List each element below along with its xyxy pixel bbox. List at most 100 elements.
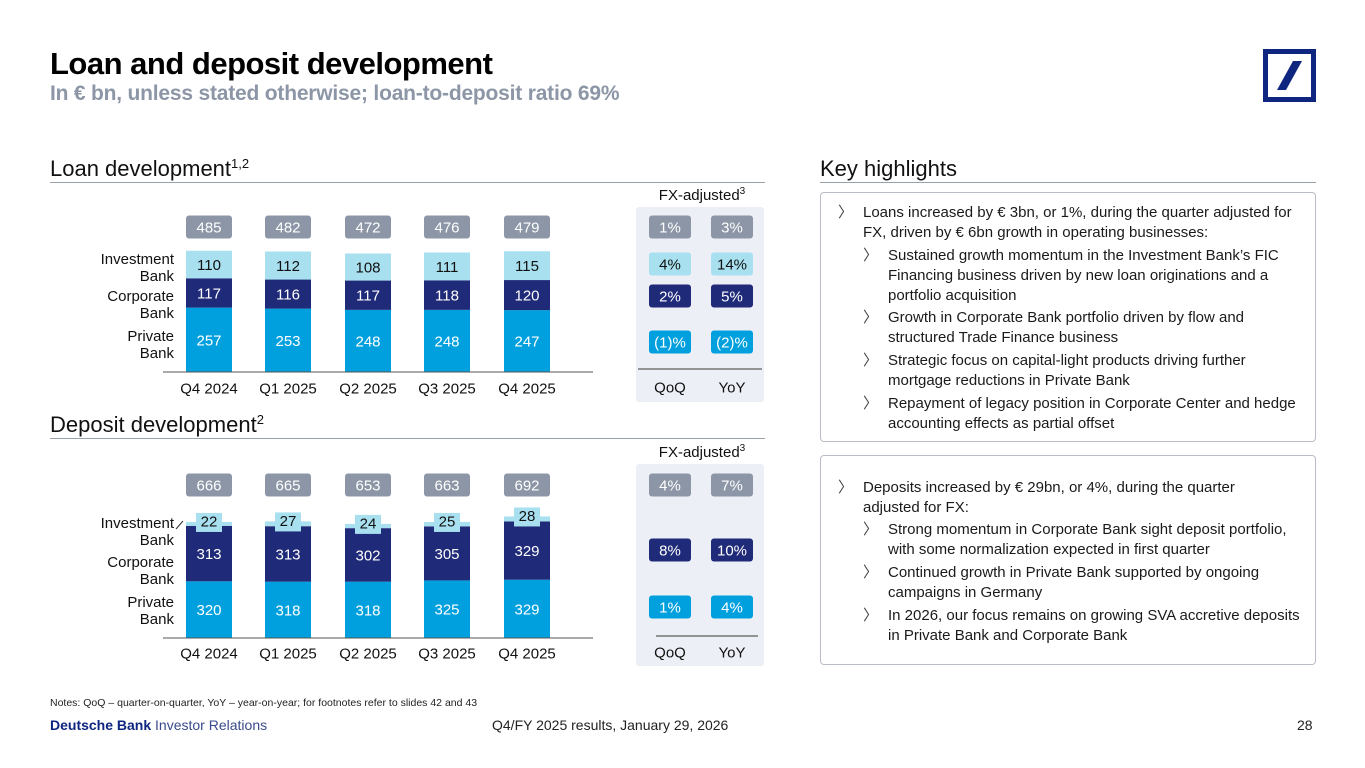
deposit-bar-corporate bbox=[186, 525, 232, 582]
loan-footnote-ref: 1,2 bbox=[231, 156, 250, 171]
deposit-value-private: 320 bbox=[196, 602, 221, 619]
loan-fx-column-yoy: YoY bbox=[719, 380, 746, 397]
loan-total-badge-label: 472 bbox=[355, 220, 380, 237]
deposit-label-private-text: Private Bank bbox=[127, 594, 174, 628]
deposit-value-corporate: 329 bbox=[514, 543, 539, 560]
deutsche-bank-logo-icon bbox=[1263, 49, 1316, 102]
loan-fx-total-yoy-label: 3% bbox=[721, 220, 743, 237]
loan-fx-corporate-qoq-label: 2% bbox=[659, 289, 681, 306]
chevron-right-icon: 〉 bbox=[863, 247, 879, 264]
deposit-total-badge-label: 692 bbox=[514, 478, 539, 495]
loan-bar-private bbox=[424, 309, 470, 372]
deposit-total-badge-label: 663 bbox=[434, 478, 459, 495]
loan-fx-investment-qoq-label: 4% bbox=[659, 257, 681, 274]
deposit-total-badge bbox=[186, 473, 232, 497]
loan-fx-total-yoy bbox=[711, 215, 753, 239]
deposit-total-badge bbox=[504, 473, 550, 497]
loan-label-corporate-bank: Corporate Bank bbox=[74, 288, 174, 322]
deposit-fx-panel bbox=[636, 464, 764, 666]
deposits-highlight-sub-1: Strong momentum in Corporate Bank sight … bbox=[888, 521, 1287, 558]
chevron-right-icon: 〉 bbox=[863, 309, 879, 326]
loan-bar-private bbox=[186, 307, 232, 372]
loan-bar-private bbox=[504, 310, 550, 372]
loan-bar-private bbox=[265, 308, 311, 372]
chevron-right-icon: 〉 bbox=[863, 607, 879, 624]
loan-fx-corporate-yoy bbox=[711, 284, 753, 308]
loan-total-badge-label: 485 bbox=[196, 220, 221, 237]
deposit-label-corporate-text: Corporate Bank bbox=[107, 554, 174, 588]
deposit-label-investment-bank: Investment Bank bbox=[74, 515, 174, 549]
deposit-value-private: 329 bbox=[514, 601, 539, 618]
deposit-fx-private-yoy bbox=[711, 595, 753, 619]
highlights-rule bbox=[820, 182, 1316, 183]
deposit-value-investment: 22 bbox=[201, 513, 218, 530]
loan-bar-investment bbox=[345, 253, 391, 281]
deposit-section-title: Deposit development2 bbox=[50, 412, 264, 438]
loan-value-corporate: 118 bbox=[435, 288, 459, 305]
footnotes: Notes: QoQ – quarter-on-quarter, YoY – y… bbox=[50, 697, 478, 709]
deposits-highlight-sub-3: In 2026, our focus remains on growing SV… bbox=[888, 607, 1300, 644]
loan-value-corporate: 117 bbox=[356, 288, 380, 305]
loan-total-badge bbox=[424, 215, 470, 239]
deposit-fx-corporate-qoq-label: 8% bbox=[659, 543, 681, 560]
footer-brand: Deutsche Bank Investor Relations bbox=[50, 717, 267, 733]
deposit-fx-column-yoy: YoY bbox=[719, 645, 746, 662]
loan-fx-private-yoy-label: (2)% bbox=[716, 335, 748, 352]
deposit-fx-label-text: FX-adjusted bbox=[658, 444, 740, 461]
loan-value-investment: 111 bbox=[436, 259, 459, 276]
loans-highlight-box: 〉 Loans increased by € 3bn, or 1%, durin… bbox=[820, 192, 1316, 442]
deposits-highlight-main: Deposits increased by € 29bn, or 4%, dur… bbox=[863, 479, 1235, 516]
loan-value-private: 247 bbox=[514, 334, 539, 351]
loan-total-badge-label: 482 bbox=[275, 220, 300, 237]
deposit-ib-leader-line bbox=[175, 520, 184, 530]
deposit-fx-corporate-yoy-label: 10% bbox=[717, 543, 747, 560]
deposit-value-investment: 25 bbox=[439, 513, 456, 530]
loan-category-label: Q2 2025 bbox=[339, 381, 397, 398]
footer-event: Q4/FY 2025 results, January 29, 2026 bbox=[492, 717, 729, 733]
loan-fx-footnote: 3 bbox=[739, 186, 746, 197]
loan-label-corporate-text: Corporate Bank bbox=[107, 288, 174, 322]
deposit-category-label: Q4 2025 bbox=[498, 646, 556, 663]
deposit-bar-private bbox=[265, 581, 311, 638]
deposit-value-investment: 24 bbox=[360, 515, 377, 532]
deposit-value-investment: 27 bbox=[280, 513, 297, 530]
deposit-value-corporate: 313 bbox=[275, 546, 300, 563]
deposit-category-label: Q1 2025 bbox=[259, 646, 317, 663]
loan-bar-investment bbox=[504, 251, 550, 281]
loan-bar-investment bbox=[424, 252, 470, 281]
deposit-ib-label-box bbox=[514, 507, 540, 527]
chevron-right-icon: 〉 bbox=[863, 395, 879, 412]
chevron-right-icon: 〉 bbox=[863, 352, 879, 369]
loan-fx-investment-yoy bbox=[711, 252, 753, 276]
loan-fx-private-qoq bbox=[649, 330, 691, 354]
loan-section-rule bbox=[50, 182, 765, 183]
loan-fx-investment-yoy-label: 14% bbox=[717, 257, 747, 274]
footer-brand-name: Deutsche Bank bbox=[50, 717, 152, 733]
loan-label-investment-text: Investment Bank bbox=[100, 251, 174, 285]
deposit-value-corporate: 313 bbox=[196, 546, 221, 563]
deposit-fx-private-yoy-label: 4% bbox=[721, 600, 743, 617]
loan-total-badge-label: 476 bbox=[434, 220, 459, 237]
page-subtitle: In € bn, unless stated otherwise; loan-t… bbox=[50, 82, 620, 105]
loan-value-corporate: 116 bbox=[276, 287, 300, 304]
deposit-fx-private-qoq-label: 1% bbox=[659, 600, 681, 617]
loan-fx-label-text: FX-adjusted bbox=[658, 187, 740, 204]
deposit-fx-footnote: 3 bbox=[739, 443, 746, 454]
deposit-total-badge-label: 666 bbox=[196, 478, 221, 495]
loan-fx-corporate-yoy-label: 5% bbox=[721, 289, 743, 306]
deposit-total-badge bbox=[424, 473, 470, 497]
loan-section-title-text: Loan development bbox=[50, 156, 232, 181]
loan-fx-total-qoq bbox=[649, 215, 691, 239]
loan-value-private: 248 bbox=[434, 333, 459, 350]
deposit-footnote-ref: 2 bbox=[256, 412, 264, 427]
deposit-ib-label-box bbox=[275, 512, 301, 532]
deposit-fx-total-qoq bbox=[649, 473, 691, 497]
deposit-bar-private bbox=[504, 579, 550, 638]
loan-fx-investment-qoq bbox=[649, 252, 691, 276]
page-title: Loan and deposit development bbox=[50, 46, 493, 81]
loan-value-corporate: 117 bbox=[197, 285, 221, 302]
loan-fx-total-qoq-label: 1% bbox=[659, 220, 681, 237]
loan-fx-private-qoq-label: (1)% bbox=[654, 335, 686, 352]
loans-highlight-main: Loans increased by € 3bn, or 1%, during … bbox=[863, 204, 1292, 241]
deposit-category-label: Q4 2024 bbox=[180, 646, 238, 663]
